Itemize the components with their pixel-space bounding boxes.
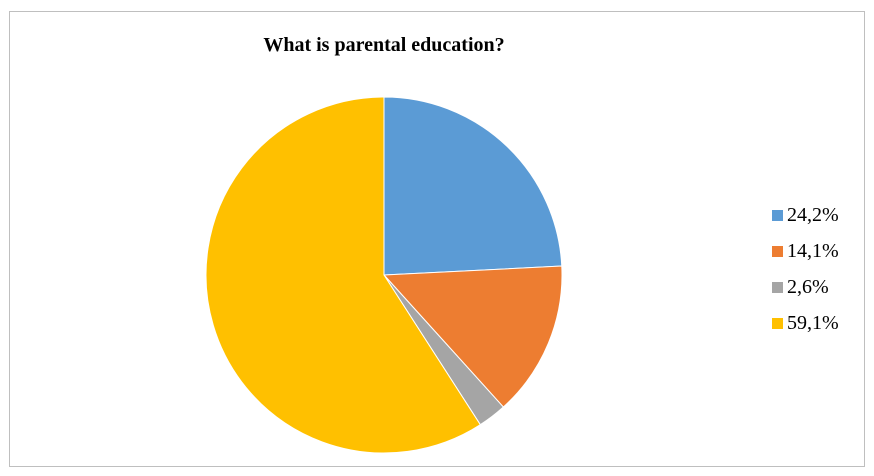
- legend-label-2: 14,1%: [787, 239, 839, 262]
- legend-swatch-1: [772, 209, 783, 221]
- legend-label-1: 24,2%: [787, 203, 839, 226]
- legend-label-4: 59,1%: [787, 311, 839, 334]
- legend-item-1: 24,2%: [772, 197, 839, 233]
- legend: 24,2% 14,1% 2,6% 59,1%: [772, 197, 839, 341]
- legend-label-3: 2,6%: [787, 275, 829, 298]
- legend-item-3: 2,6%: [772, 269, 839, 305]
- legend-swatch-3: [772, 281, 783, 293]
- chart-title: What is parental education?: [263, 34, 505, 56]
- pie-slice-4: [205, 96, 482, 454]
- legend-item-4: 59,1%: [772, 305, 839, 341]
- pie-slice-2: [382, 265, 563, 408]
- legend-swatch-2: [772, 245, 783, 257]
- legend-swatch-4: [772, 317, 783, 329]
- legend-item-2: 14,1%: [772, 233, 839, 269]
- pie-slice-1: [383, 96, 563, 276]
